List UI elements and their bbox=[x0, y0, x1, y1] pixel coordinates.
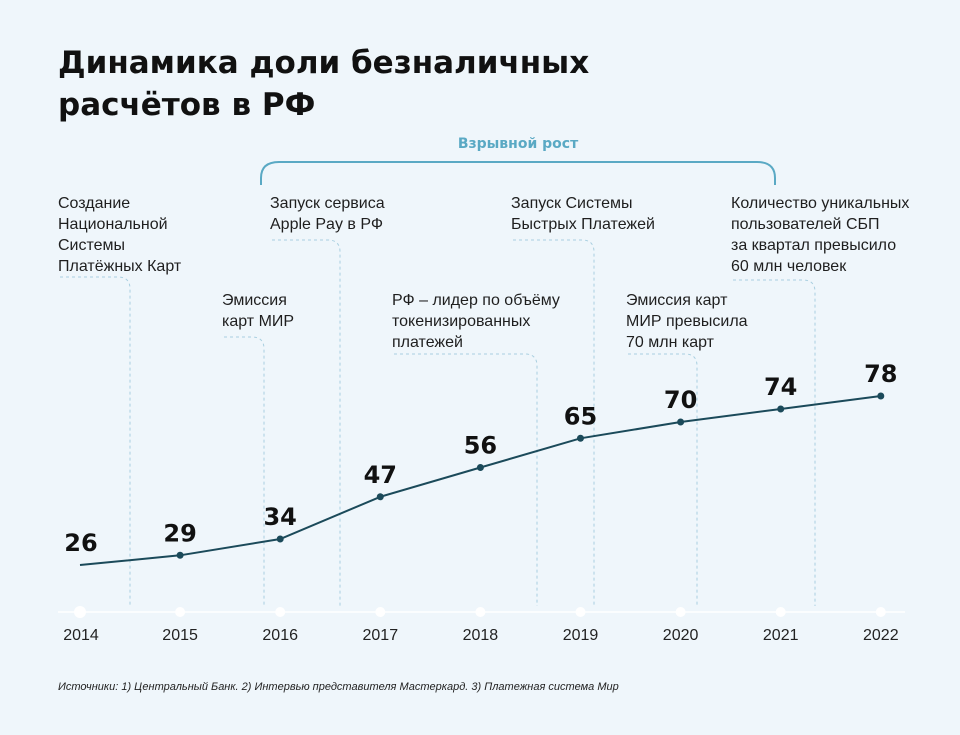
annotation-2017: Запуск сервиса Apple Pay в РФ bbox=[270, 193, 385, 235]
growth-bracket bbox=[260, 161, 776, 185]
annotation-line: 60 млн человек bbox=[731, 258, 847, 275]
annotation-line: Быстрых Платежей bbox=[511, 216, 655, 233]
axis-marker-2020 bbox=[675, 607, 686, 617]
annotation-2019: Запуск Системы Быстрых Платежей bbox=[511, 193, 655, 235]
data-labels: 26 29 34 47 56 65 70 74 78 bbox=[64, 360, 897, 557]
data-label-2022: 78 bbox=[864, 360, 897, 388]
annotation-line: пользователей СБП bbox=[731, 216, 880, 233]
tick-label-2020: 2020 bbox=[663, 627, 699, 644]
data-point-2015 bbox=[176, 551, 184, 559]
annotation-line: Apple Pay в РФ bbox=[270, 216, 383, 233]
annotation-connector bbox=[628, 353, 698, 606]
annotation-line: Создание bbox=[58, 195, 131, 212]
tick-label-2019: 2019 bbox=[563, 627, 599, 644]
data-label-2021: 74 bbox=[764, 373, 797, 401]
data-label-2016: 34 bbox=[263, 503, 296, 531]
page-title: Динамика доли безналичных расчётов в РФ bbox=[58, 42, 589, 126]
annotation-2014: Создание Национальной Системы Платёжных … bbox=[58, 193, 181, 277]
annotation-connector bbox=[394, 353, 538, 606]
axis-marker-2019 bbox=[575, 607, 586, 617]
annotation-connector bbox=[60, 276, 131, 606]
tick-label-2021: 2021 bbox=[763, 627, 799, 644]
data-point-2022 bbox=[877, 392, 885, 400]
annotation-line: карт МИР bbox=[222, 313, 295, 330]
annotation-2018: РФ – лидер по объёму токенизированных пл… bbox=[392, 290, 560, 353]
title-line-2: расчётов в РФ bbox=[58, 87, 316, 123]
source-note: Источники: 1) Центральный Банк. 2) Интер… bbox=[58, 681, 619, 693]
tick-label-2022: 2022 bbox=[863, 627, 899, 644]
x-axis-markers bbox=[74, 606, 886, 618]
annotation-connector bbox=[272, 239, 341, 606]
annotation-line: Эмиссия карт bbox=[626, 292, 728, 309]
data-label-2020: 70 bbox=[664, 386, 697, 414]
data-label-2018: 56 bbox=[464, 432, 497, 460]
annotation-line: Запуск сервиса bbox=[270, 195, 385, 212]
data-label-2017: 47 bbox=[364, 461, 397, 489]
data-label-2014: 26 bbox=[64, 529, 97, 557]
title-line-1: Динамика доли безналичных bbox=[58, 45, 590, 81]
annotation-line: МИР превысила bbox=[626, 313, 748, 330]
annotation-2020: Эмиссия карт МИР превысила 70 млн карт bbox=[626, 290, 748, 353]
data-point-2019 bbox=[577, 434, 584, 442]
tick-label-2015: 2015 bbox=[162, 627, 198, 644]
axis-marker-2017 bbox=[375, 607, 386, 617]
tick-label-2017: 2017 bbox=[363, 627, 399, 644]
annotation-2021: Количество уникальных пользователей СБП … bbox=[731, 193, 909, 277]
data-point-2016 bbox=[276, 535, 284, 543]
tick-label-2014: 2014 bbox=[63, 627, 99, 644]
axis-marker-2021 bbox=[775, 607, 786, 617]
annotation-line: 70 млн карт bbox=[626, 334, 714, 351]
annotation-line: за квартал превысило bbox=[731, 237, 897, 254]
data-label-2015: 29 bbox=[163, 519, 196, 547]
data-point-2018 bbox=[476, 464, 484, 471]
tick-label-2016: 2016 bbox=[262, 627, 298, 644]
axis-marker-2016 bbox=[275, 607, 286, 617]
annotation-line: платежей bbox=[392, 334, 463, 351]
data-point-2017 bbox=[376, 493, 384, 501]
annotation-line: токенизированных bbox=[392, 313, 531, 330]
annotation-line: Эмиссия bbox=[222, 292, 287, 309]
data-points bbox=[176, 392, 885, 559]
annotation-line: Количество уникальных bbox=[731, 195, 910, 212]
data-point-2021 bbox=[777, 405, 785, 413]
annotation-2016: Эмиссия карт МИР bbox=[222, 290, 294, 332]
x-tick-labels: 2014 2015 2016 2017 2018 2019 2020 2021 2022 bbox=[63, 627, 898, 644]
annotation-connectors bbox=[60, 239, 816, 606]
growth-bracket-line bbox=[260, 161, 776, 185]
axis-marker-2022 bbox=[875, 607, 886, 617]
annotation-connector bbox=[513, 239, 595, 606]
annotation-line: РФ – лидер по объёму bbox=[392, 292, 560, 309]
series-line bbox=[79, 395, 881, 566]
annotation-line: Платёжных Карт bbox=[58, 258, 182, 275]
annotation-line: Запуск Системы bbox=[511, 195, 633, 212]
annotation-connector bbox=[733, 279, 816, 606]
axis-marker-2014 bbox=[74, 606, 86, 618]
annotation-line: Национальной bbox=[58, 216, 168, 233]
axis-marker-2015 bbox=[175, 607, 186, 617]
data-label-2019: 65 bbox=[564, 402, 597, 430]
tick-label-2018: 2018 bbox=[463, 627, 499, 644]
annotation-line: Системы bbox=[58, 237, 126, 254]
bracket-label: Взрывной рост bbox=[457, 136, 579, 152]
data-point-2020 bbox=[677, 418, 685, 426]
axis-marker-2018 bbox=[475, 607, 486, 617]
annotation-connector bbox=[224, 336, 265, 606]
